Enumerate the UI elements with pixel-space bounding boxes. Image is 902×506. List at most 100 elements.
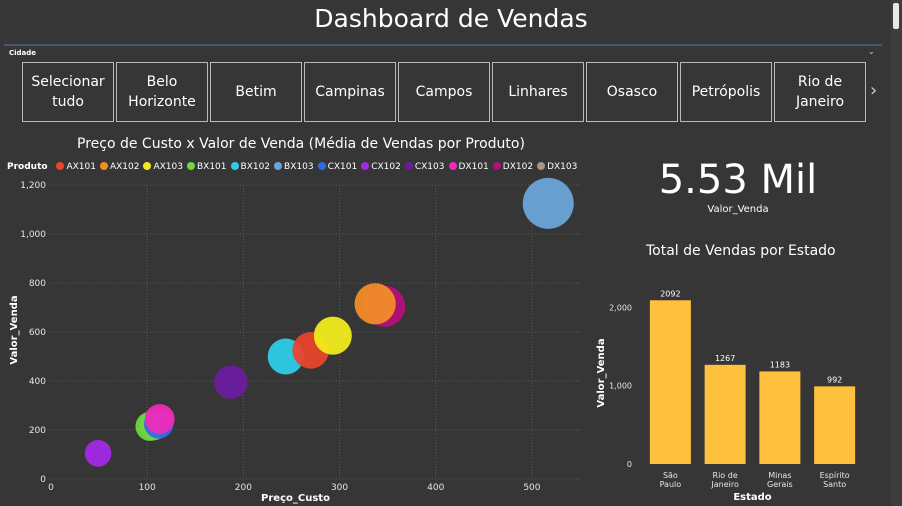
city-option-betim[interactable]: Betim [210,62,302,122]
scatter-point-ax102[interactable] [354,283,396,325]
legend-item-ax101[interactable]: AX101 [56,162,96,172]
city-option-campos[interactable]: Campos [398,62,490,122]
legend-swatch [186,162,195,170]
legend-label: CX102 [371,162,401,172]
legend-item-bx101[interactable]: BX101 [186,162,227,172]
legend-item-dx101[interactable]: DX101 [448,162,489,172]
scatter-legend: Produto AX101 AX102 AX103 BX101 BX102 BX103 CX… [7,162,581,174]
category-label: São [663,471,678,480]
legend-swatch [361,162,370,170]
kpi-value: 5.53 Mil [658,157,818,203]
y-tick-label: 1,200 [20,181,46,191]
y-tick-label: 400 [29,377,46,387]
scatter-point-dx102[interactable] [364,285,406,327]
y-tick-label: 0 [627,460,632,469]
scatter-point-bx103[interactable] [522,177,574,229]
y-tick-label: 600 [29,328,46,338]
legend-item-ax103[interactable]: AX103 [143,162,183,172]
bar-1[interactable] [704,364,746,464]
y-axis-label: Valor_Venda [9,295,20,364]
legend-label: BX103 [284,162,314,172]
y-tick-label: 2,000 [609,303,632,312]
x-axis-label: Preço_Custo [261,493,330,504]
legend-item-cx101[interactable]: CX101 [317,162,358,172]
legend-label: CX103 [414,162,445,172]
scatter-point-cx101[interactable] [144,409,174,439]
page-scrollbar-thumb[interactable] [893,3,899,29]
x-tick-label: 100 [139,483,156,493]
scatter-point-cx102[interactable] [84,439,112,467]
legend-item-cx103[interactable]: CX103 [404,162,445,172]
category-label: Janeiro [710,480,739,489]
scatter-point-cx103[interactable] [214,365,248,399]
city-option-rio-de-janeiro[interactable]: Rio de Janeiro [774,62,866,122]
bar-2[interactable] [759,371,801,464]
city-option-linhares[interactable]: Linhares [492,62,584,122]
city-option-selecionar-tudo[interactable]: Selecionar tudo [22,62,114,122]
legend-item-dx102[interactable]: DX102 [492,162,534,172]
bar-0[interactable] [649,300,691,464]
legend-item-cx102[interactable]: CX102 [361,162,401,172]
scatter-point-dx103[interactable] [139,410,169,441]
x-axis-label: Estado [733,492,771,503]
category-label: Santo [823,480,846,489]
legend-swatch [143,162,152,170]
legend-item-ax102[interactable]: AX102 [99,162,140,172]
legend-title: Produto [7,162,48,172]
legend-label: AX101 [66,162,96,172]
category-label: Espírito [820,471,850,480]
legend-swatch [448,162,457,170]
legend-item-bx102[interactable]: BX102 [230,162,271,172]
category-label: Gerais [767,480,793,489]
scatter-point-bx101[interactable] [135,411,165,441]
page-scrollbar[interactable] [891,0,902,506]
legend-swatch [537,162,546,170]
bar-chart-title: Total de Vendas por Estado [646,243,836,259]
chevron-down-icon[interactable]: ⌄ [868,47,875,56]
legend-label: AX102 [109,162,140,172]
legend-label: AX103 [153,162,183,172]
bar-3[interactable] [814,386,856,464]
city-option-campinas[interactable]: Campinas [304,62,396,122]
dashboard-title: Dashboard de Vendas [314,4,588,33]
city-slicer-label: Cidade [9,49,37,57]
legend-item-dx103[interactable]: DX103 [537,162,577,172]
category-label: Rio de [713,471,738,480]
legend-label: DX102 [502,162,534,172]
bar-value-label: 1267 [715,354,735,363]
category-label: Paulo [660,480,682,489]
scatter-point-ax101[interactable] [292,332,329,369]
city-option-belo-horizonte[interactable]: Belo Horizonte [116,62,208,122]
chevron-right-icon[interactable]: › [870,80,878,101]
legend-swatch [274,162,283,170]
scatter-chart-title: Preço de Custo x Valor de Venda (Média d… [77,136,525,152]
y-tick-label: 0 [40,475,46,485]
y-tick-label: 1,000 [20,230,46,240]
legend-item-bx103[interactable]: BX103 [274,162,314,172]
x-tick-label: 200 [235,483,252,493]
legend-label: BX101 [196,162,227,172]
legend-swatch [230,162,239,170]
x-tick-label: 400 [427,483,444,493]
scatter-point-ax103[interactable] [313,316,352,355]
scatter-point-dx101[interactable] [144,404,175,434]
legend-swatch [492,162,501,170]
kpi-label: Valor_Venda [707,204,769,215]
legend-swatch [99,162,108,170]
x-tick-label: 500 [523,483,540,493]
scatter-point-bx102[interactable] [267,338,304,375]
legend-label: CX101 [327,162,358,172]
bar-value-label: 992 [827,375,842,384]
legend-label: DX101 [458,162,489,172]
legend-label: BX102 [240,162,271,172]
legend-label: DX103 [547,162,578,172]
legend-swatch [317,162,326,170]
city-option-petropolis[interactable]: Petrópolis [680,62,772,122]
bar-value-label: 1183 [770,360,790,369]
legend-swatch [56,162,65,170]
y-tick-label: 1,000 [609,382,632,391]
x-tick-label: 0 [48,483,54,493]
y-axis-label: Valor_Venda [596,338,607,407]
y-tick-label: 800 [29,279,46,289]
city-option-osasco[interactable]: Osasco [586,62,678,122]
